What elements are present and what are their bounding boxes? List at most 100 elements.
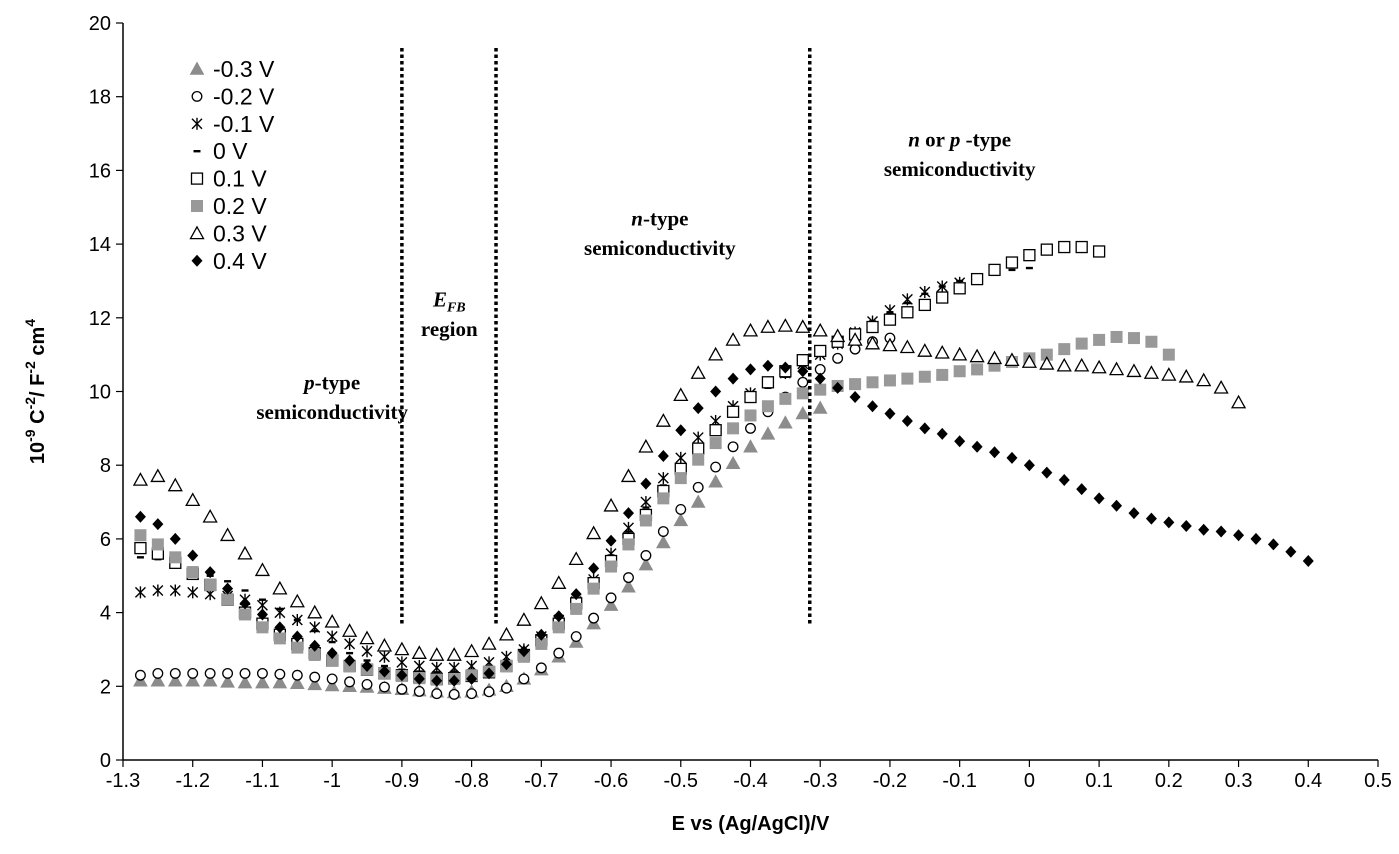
annotation-text: region: [421, 317, 478, 341]
legend-label: 0.4 V: [213, 248, 267, 274]
data-point: [744, 409, 757, 422]
data-point: [570, 588, 582, 601]
data-point: [570, 631, 582, 643]
series--0p2V: [134, 332, 896, 700]
data-point: [378, 665, 390, 678]
data-point: [1110, 330, 1123, 343]
data-point: [918, 298, 931, 312]
data-point: [204, 578, 217, 591]
data-point: [692, 402, 704, 415]
data-point: [136, 556, 144, 559]
data-point: [640, 550, 652, 561]
data-point: [603, 597, 619, 611]
x-tick-label: -0.4: [733, 770, 767, 792]
y-axis-title-part: / F: [27, 374, 49, 397]
data-point: [396, 683, 408, 695]
data-point: [359, 630, 375, 645]
data-point: [745, 363, 756, 376]
data-point: [692, 481, 704, 493]
y-tick-label: 12: [89, 308, 111, 330]
y-axis-title-part: -9: [22, 429, 38, 442]
x-tick-label: -1.2: [175, 770, 209, 792]
y-tick-label: 2: [100, 676, 111, 698]
data-point: [779, 392, 792, 405]
data-point: [481, 636, 497, 650]
x-tick-label: -1: [323, 770, 341, 792]
data-point: [433, 671, 441, 674]
x-tick-label: 0.3: [1225, 770, 1253, 792]
data-point: [640, 496, 652, 509]
data-point: [742, 322, 759, 337]
data-point: [293, 618, 301, 622]
data-point: [464, 643, 480, 658]
data-point: [1023, 459, 1035, 472]
data-point: [886, 311, 894, 314]
data-point: [1092, 245, 1106, 258]
data-point: [551, 575, 567, 589]
data-point: [655, 535, 671, 549]
data-point: [1161, 367, 1177, 381]
data-point: [346, 651, 354, 655]
legend-marker: [189, 61, 205, 75]
data-point: [1005, 256, 1019, 269]
data-point: [1126, 363, 1142, 378]
data-point: [1178, 368, 1194, 383]
data-point: [1006, 451, 1018, 464]
series--0p3V: [133, 400, 828, 699]
data-point: [222, 667, 234, 679]
data-point: [535, 628, 547, 641]
data-point: [725, 455, 741, 470]
annotation-text: p: [948, 127, 961, 151]
data-point: [1213, 379, 1229, 394]
annotation-line: semiconductivity: [256, 400, 408, 424]
y-tick-label: 4: [100, 603, 111, 625]
series-0V: [136, 266, 1033, 674]
data-point: [568, 551, 584, 566]
data-point: [989, 446, 1001, 459]
data-point: [1128, 507, 1140, 520]
data-point: [132, 472, 149, 486]
data-point: [988, 263, 1001, 277]
data-point: [518, 645, 530, 658]
annotation-line: region: [421, 317, 478, 341]
data-point: [220, 674, 235, 688]
data-point: [222, 582, 234, 595]
x-tick-label: 0: [1024, 770, 1035, 792]
data-point: [518, 673, 530, 685]
legend-marker: [190, 172, 204, 185]
data-point: [814, 383, 827, 396]
data-point: [622, 538, 635, 551]
data-point: [466, 672, 478, 685]
data-point: [760, 426, 776, 440]
data-point: [899, 339, 915, 354]
data-point: [134, 541, 147, 555]
annotation-line: semiconductivity: [584, 236, 736, 260]
data-point: [134, 529, 147, 542]
data-point: [709, 437, 722, 450]
data-point: [690, 365, 706, 379]
data-point: [708, 474, 723, 488]
y-axis-title-part: -2: [22, 397, 38, 410]
data-point: [726, 405, 740, 418]
data-point: [307, 604, 323, 619]
data-point: [586, 525, 602, 540]
data-point: [970, 272, 984, 286]
data-point: [690, 494, 706, 508]
data-point: [256, 608, 268, 621]
data-point: [832, 381, 844, 394]
x-tick-label: -1.1: [245, 770, 279, 792]
data-point: [727, 372, 739, 385]
data-point: [134, 586, 146, 599]
data-point: [152, 518, 164, 531]
data-point: [413, 660, 425, 673]
data-point: [849, 378, 862, 391]
data-point: [761, 376, 775, 389]
data-point: [642, 506, 650, 509]
data-point: [134, 669, 146, 681]
data-point: [710, 461, 722, 473]
legend-marker: [193, 150, 201, 153]
data-point: [673, 387, 689, 402]
data-point: [239, 667, 251, 679]
annotations: p-typesemiconductivityEFBregionn-typesem…: [256, 127, 1036, 424]
data-point: [167, 673, 183, 687]
